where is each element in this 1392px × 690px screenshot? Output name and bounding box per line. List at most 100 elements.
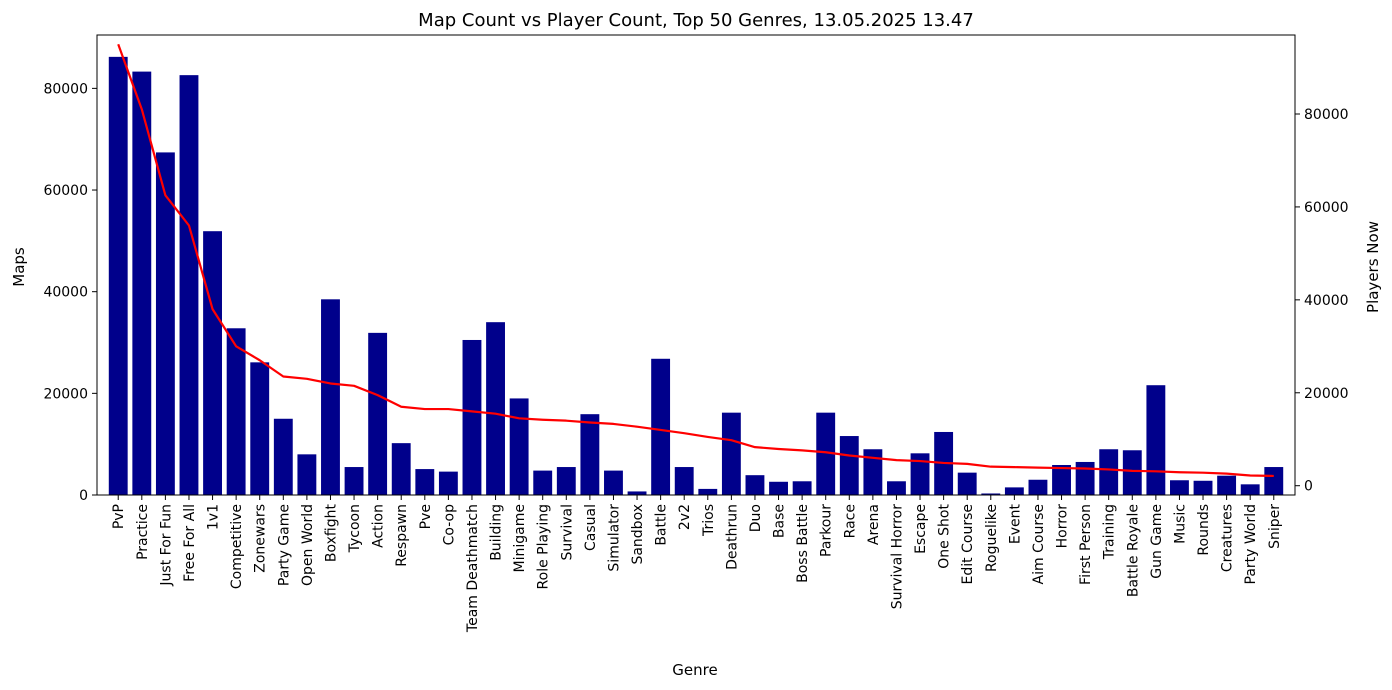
x-tick-label: Survival [559, 504, 575, 560]
x-tick-label: Party World [1243, 504, 1259, 585]
bar-practice [132, 71, 152, 495]
bar-party-game [273, 418, 293, 495]
x-tick-label: Creatures [1220, 504, 1236, 572]
bar-aim-course [1028, 479, 1048, 495]
bar-roguelike [981, 493, 1001, 495]
x-tick-label: Respawn [394, 504, 410, 567]
x-tick-label: Edit Course [960, 504, 976, 584]
bar-arena [863, 449, 883, 495]
bar-2v2 [674, 467, 694, 495]
x-tick-label: PvP [111, 504, 127, 529]
plot-frame [96, 34, 1296, 496]
x-tick-label: 1v1 [206, 504, 222, 530]
x-tick-label: Simulator [606, 504, 622, 572]
bar-casual [580, 414, 600, 495]
bar-co-op [438, 471, 458, 495]
bar-trios [698, 488, 718, 495]
x-tick-label: Sandbox [630, 504, 646, 565]
x-tick-label: Party Game [276, 504, 292, 586]
x-tick-label: Practice [135, 504, 151, 560]
bar-free-for-all [179, 75, 199, 496]
bar-open-world [297, 454, 317, 495]
bar-boss-battle [792, 481, 812, 495]
bar-first-person [1075, 461, 1095, 495]
x-tick-label: Battle Royale [1125, 504, 1141, 597]
x-tick-label: Deathrun [724, 504, 740, 570]
bar-minigame [509, 398, 529, 495]
bar-escape [910, 453, 930, 495]
x-tick-label: Competitive [229, 504, 245, 589]
x-tick-label: Base [772, 504, 788, 538]
bar-zonewars [250, 362, 270, 495]
bar-edit-course [957, 472, 977, 495]
x-tick-label: Boss Battle [795, 504, 811, 583]
bar-action [368, 332, 388, 495]
x-tick-label: Co-op [441, 504, 457, 545]
bar-race [839, 436, 859, 495]
x-tick-label: Aim Course [1031, 504, 1047, 584]
bar-just-for-fun [155, 152, 175, 495]
y-tick-label: 40000 [43, 285, 88, 301]
bar-tycoon [344, 467, 364, 495]
x-tick-label: Free For All [182, 504, 198, 582]
x-tick-label: Sniper [1267, 504, 1283, 549]
x-axis-title: Genre [672, 661, 717, 679]
x-tick-label: One Shot [937, 504, 953, 569]
y2-tick-label: 0 [1304, 479, 1313, 495]
bar-respawn [391, 443, 411, 495]
x-tick-label: Parkour [819, 504, 835, 557]
x-tick-label: Boxfight [323, 503, 339, 562]
y2-tick-label: 60000 [1304, 200, 1349, 216]
bar-survival [556, 467, 576, 495]
x-tick-label: Duo [748, 504, 764, 532]
bar-sniper [1264, 467, 1284, 495]
x-tick-label: Minigame [512, 504, 528, 572]
x-tick-label: Trios [701, 504, 717, 537]
y-tick-label: 20000 [43, 386, 88, 402]
x-tick-label: Training [1102, 504, 1118, 560]
bar-pve [415, 469, 435, 495]
x-tick-label: Building [489, 504, 505, 561]
x-tick-label: Team Deathmatch [465, 504, 481, 633]
y2-axis-title: Players Now [1364, 221, 1382, 313]
bar-1v1 [203, 231, 222, 495]
y-tick-label: 80000 [43, 81, 88, 97]
bar-role-playing [533, 470, 553, 495]
x-tick-label: Rounds [1196, 504, 1212, 556]
bar-duo [745, 475, 765, 495]
y2-tick-label: 80000 [1304, 107, 1349, 123]
bar-parkour [816, 412, 836, 495]
y2-tick-label: 20000 [1304, 386, 1349, 402]
x-tick-label: Pve [418, 504, 434, 529]
bar-boxfight [321, 299, 340, 495]
x-tick-label: Survival Horror [889, 504, 905, 610]
y-axis-title: Maps [10, 247, 28, 287]
x-tick-label: Casual [583, 504, 599, 551]
chart-title: Map Count vs Player Count, Top 50 Genres… [418, 10, 974, 31]
x-tick-label: Gun Game [1149, 504, 1165, 579]
bar-building [486, 322, 505, 495]
x-tick-label: Race [842, 504, 858, 538]
bar-music [1170, 480, 1189, 495]
players-now-line [117, 43, 1274, 478]
y-tick-label: 60000 [43, 183, 88, 199]
x-tick-label: Role Playing [536, 504, 552, 589]
x-tick-label: Battle [654, 504, 670, 546]
bar-base [769, 481, 788, 495]
bar-competitive [226, 328, 246, 495]
x-tick-label: Tycoon [347, 504, 363, 553]
x-tick-label: Horror [1055, 504, 1071, 549]
x-tick-label: Event [1007, 503, 1023, 544]
x-tick-label: First Person [1078, 504, 1094, 585]
bar-training [1099, 449, 1119, 495]
bar-simulator [604, 470, 623, 495]
x-tick-label: Just For Fun [158, 504, 174, 587]
x-tick-label: 2v2 [677, 504, 693, 530]
x-tick-label: Open World [300, 504, 316, 586]
y-tick-label: 0 [79, 488, 88, 504]
bar-pvp [108, 56, 128, 496]
plot-area: 0 20000 40000 60000 80000 0 20000 40000 60000 800… [43, 34, 1349, 633]
y2-tick-label: 40000 [1304, 293, 1349, 309]
x-tick-label: Zonewars [253, 504, 269, 573]
